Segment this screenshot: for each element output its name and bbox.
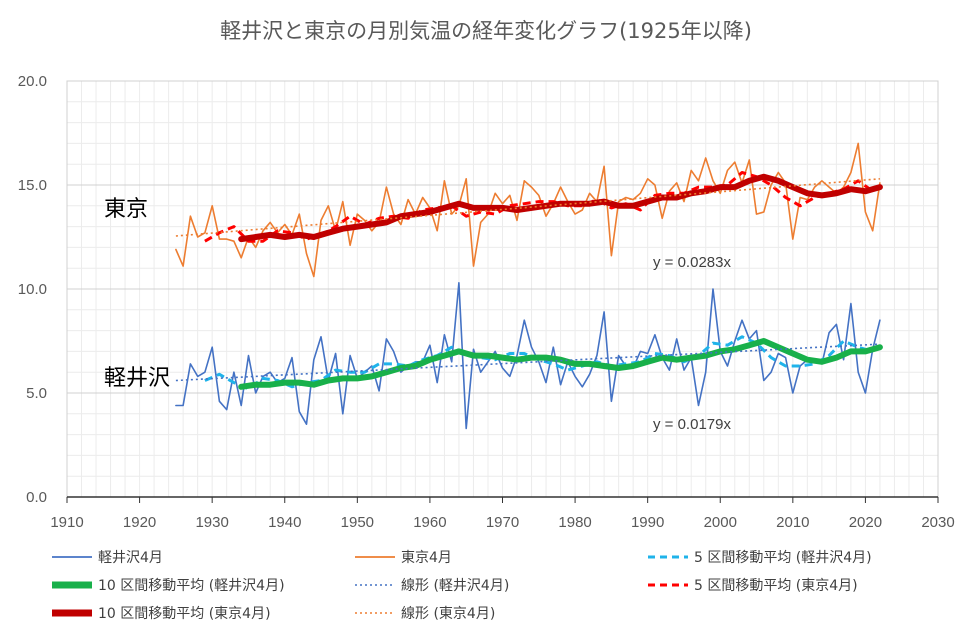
x-tick-label: 1950 bbox=[341, 514, 374, 531]
karuizawa-april-line bbox=[175, 281, 881, 430]
legend: 軽井沢4月 東京4月 5 区間移動平均 (軽井沢4月) 10 区間移動平均 (軽井沢4… bbox=[52, 550, 872, 622]
legend-label: 線形 (東京4月) bbox=[401, 606, 495, 622]
y-tick-label: 0.0 bbox=[26, 489, 47, 506]
grid bbox=[66, 80, 939, 498]
x-tick-label: 1940 bbox=[268, 514, 301, 531]
legend-label: 東京4月 bbox=[401, 550, 452, 566]
x-tick-label: 1930 bbox=[195, 514, 228, 531]
karuizawa-trend-equation: y = 0.0179x bbox=[653, 416, 731, 433]
karuizawa-ma10-line bbox=[238, 338, 883, 390]
x-tick-label: 1960 bbox=[413, 514, 446, 531]
tokyo-april-line bbox=[175, 142, 881, 278]
karuizawa-label: 軽井沢 bbox=[104, 366, 170, 391]
legend-label: 5 区間移動平均 (東京4月) bbox=[694, 578, 858, 594]
tokyo-trend-equation: y = 0.0283x bbox=[653, 254, 731, 271]
tokyo-label: 東京 bbox=[104, 197, 148, 222]
x-tick-label: 1970 bbox=[486, 514, 519, 531]
y-tick-label: 15.0 bbox=[18, 177, 47, 194]
x-tick-label: 2030 bbox=[921, 514, 954, 531]
y-tick-label: 10.0 bbox=[18, 281, 47, 298]
x-tick-label: 2000 bbox=[704, 514, 737, 531]
x-tick-label: 1920 bbox=[123, 514, 156, 531]
chart-title: 軽井沢と東京の月別気温の経年変化グラフ(1925年以降) bbox=[220, 19, 752, 43]
x-tick-label: 1980 bbox=[558, 514, 591, 531]
tokyo-ma5-line bbox=[204, 171, 874, 243]
legend-label: 軽井沢4月 bbox=[98, 550, 163, 566]
y-tick-label: 5.0 bbox=[26, 385, 47, 402]
axes: 1910 1920 1930 1940 1950 1960 1970 1980 1990 2000… bbox=[18, 73, 955, 531]
series-group bbox=[175, 142, 883, 430]
x-tick-label: 1990 bbox=[631, 514, 664, 531]
y-tick-label: 20.0 bbox=[18, 73, 47, 90]
legend-label: 10 区間移動平均 (軽井沢4月) bbox=[98, 578, 285, 594]
legend-label: 5 区間移動平均 (軽井沢4月) bbox=[694, 550, 872, 566]
tokyo-ma10-line bbox=[238, 173, 883, 243]
x-tick-label: 1910 bbox=[50, 514, 83, 531]
x-tick-label: 2020 bbox=[849, 514, 882, 531]
legend-label: 10 区間移動平均 (東京4月) bbox=[98, 606, 271, 622]
x-tick-label: 2010 bbox=[776, 514, 809, 531]
legend-label: 線形 (軽井沢4月) bbox=[401, 578, 509, 594]
